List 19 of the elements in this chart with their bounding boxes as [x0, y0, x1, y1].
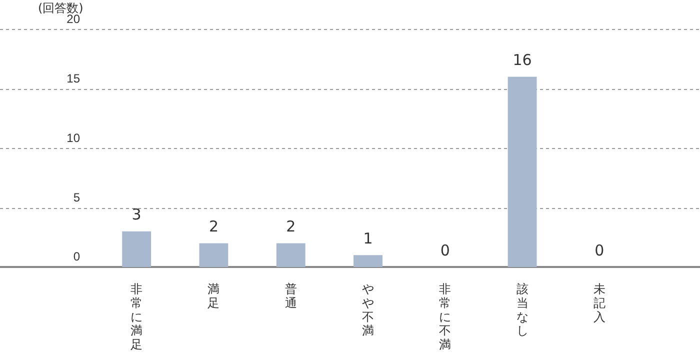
data-label: 2: [208, 218, 218, 236]
data-label: 0: [594, 241, 604, 260]
x-tick-label: 満足: [208, 282, 220, 310]
data-label: 0: [440, 241, 450, 260]
data-label: 2: [286, 218, 296, 236]
data-label: 1: [363, 230, 373, 248]
data-label: 3: [132, 206, 142, 224]
y-tick-label: 15: [66, 71, 80, 86]
y-tick-label: 0: [73, 250, 80, 264]
x-tick-label: 非常に不満: [439, 282, 452, 352]
x-tick-label: やや不満: [362, 282, 374, 338]
x-tick-label: 普通: [284, 282, 297, 310]
y-tick-label: 10: [66, 130, 80, 145]
x-tick-label: 未記入: [593, 282, 606, 324]
x-tick-label: 該当なし: [516, 282, 528, 338]
x-tick-label: 非常に満足: [130, 282, 143, 352]
data-label: 16: [512, 51, 532, 70]
y-tick-label: 5: [73, 190, 80, 204]
y-axis-title: (回答数): [38, 0, 84, 15]
